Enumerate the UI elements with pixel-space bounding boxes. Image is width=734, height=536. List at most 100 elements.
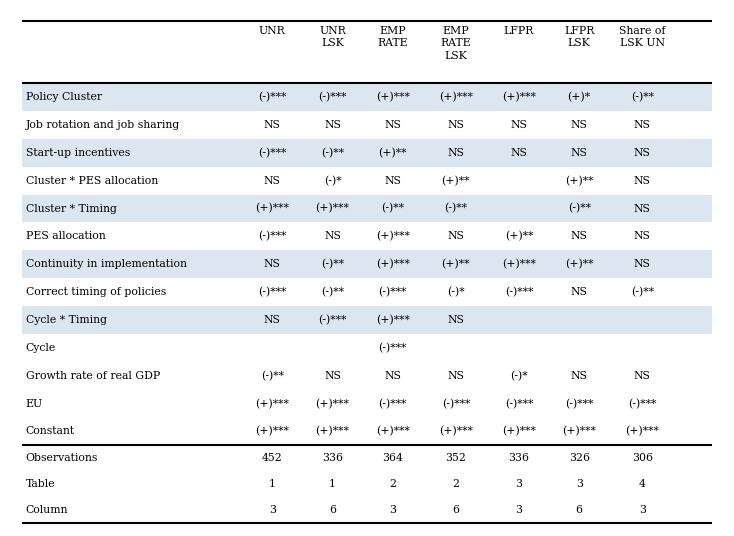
Text: Growth rate of real GDP: Growth rate of real GDP (26, 371, 160, 381)
Text: (-)**: (-)** (321, 147, 344, 158)
Text: 352: 352 (446, 453, 466, 463)
Text: LFPR
LSK: LFPR LSK (564, 26, 595, 48)
Text: 336: 336 (322, 453, 343, 463)
Text: (-)***: (-)*** (505, 398, 533, 409)
Text: 3: 3 (639, 505, 646, 515)
Text: NS: NS (264, 259, 280, 269)
Text: (+)***: (+)*** (502, 92, 536, 102)
Text: NS: NS (324, 232, 341, 241)
Bar (22, 250, 712, 278)
Text: Column: Column (26, 505, 68, 515)
Text: (-)**: (-)** (321, 287, 344, 297)
Text: (+)***: (+)*** (376, 426, 410, 437)
Text: (+)***: (+)*** (376, 315, 410, 325)
Text: (-)***: (-)*** (258, 147, 286, 158)
Text: (-)**: (-)** (567, 203, 591, 214)
Text: (+)***: (+)*** (316, 398, 349, 409)
Text: (-)***: (-)*** (379, 343, 407, 353)
Text: (+)***: (+)*** (316, 203, 349, 214)
Text: (-)***: (-)*** (565, 398, 593, 409)
Text: (-)*: (-)* (324, 175, 341, 186)
Text: NS: NS (448, 371, 464, 381)
Text: (+)***: (+)*** (255, 203, 289, 214)
Text: (-)***: (-)*** (258, 287, 286, 297)
Text: Cluster * PES allocation: Cluster * PES allocation (26, 176, 158, 185)
Text: (-)***: (-)*** (319, 315, 346, 325)
Text: (-)*: (-)* (447, 287, 465, 297)
Text: (-)**: (-)** (631, 92, 654, 102)
Bar (22, 306, 712, 334)
Text: 1: 1 (329, 479, 336, 489)
Text: Start-up incentives: Start-up incentives (26, 148, 130, 158)
Text: NS: NS (571, 232, 587, 241)
Text: EMP
RATE: EMP RATE (377, 26, 408, 48)
Text: (+)**: (+)** (565, 175, 593, 186)
Text: (-)**: (-)** (631, 287, 654, 297)
Text: NS: NS (385, 120, 401, 130)
Text: PES allocation: PES allocation (26, 232, 106, 241)
Text: 452: 452 (262, 453, 283, 463)
Text: Correct timing of policies: Correct timing of policies (26, 287, 166, 297)
Text: NS: NS (324, 371, 341, 381)
Text: 336: 336 (509, 453, 529, 463)
Text: 3: 3 (269, 505, 276, 515)
Text: NS: NS (634, 232, 650, 241)
Text: 6: 6 (329, 505, 336, 515)
Text: (-)***: (-)*** (258, 231, 286, 242)
Text: 2: 2 (452, 479, 459, 489)
Text: (+)***: (+)*** (562, 426, 596, 437)
Text: NS: NS (634, 204, 650, 213)
Text: Job rotation and job sharing: Job rotation and job sharing (26, 120, 180, 130)
Text: 364: 364 (382, 453, 403, 463)
Text: Cycle * Timing: Cycle * Timing (26, 315, 106, 325)
Text: NS: NS (634, 148, 650, 158)
Text: Policy Cluster: Policy Cluster (26, 92, 102, 102)
Text: (+)***: (+)*** (502, 259, 536, 270)
Text: (-)**: (-)** (444, 203, 468, 214)
Text: (-)**: (-)** (321, 259, 344, 270)
Text: (-)***: (-)*** (442, 398, 470, 409)
Text: NS: NS (571, 148, 587, 158)
Text: NS: NS (385, 176, 401, 185)
Text: (-)**: (-)** (261, 370, 284, 381)
Text: 3: 3 (515, 505, 523, 515)
Text: EMP
RATE
LSK: EMP RATE LSK (440, 26, 471, 61)
Text: NS: NS (448, 232, 464, 241)
Text: Continuity in implementation: Continuity in implementation (26, 259, 186, 269)
Text: 3: 3 (575, 479, 583, 489)
Bar (22, 139, 712, 167)
Text: Share of
LSK UN: Share of LSK UN (619, 26, 666, 48)
Text: NS: NS (634, 371, 650, 381)
Text: NS: NS (448, 148, 464, 158)
Text: NS: NS (634, 259, 650, 269)
Text: (-)***: (-)*** (628, 398, 656, 409)
Text: NS: NS (571, 287, 587, 297)
Text: 4: 4 (639, 479, 646, 489)
Text: NS: NS (571, 371, 587, 381)
Text: Cycle: Cycle (26, 343, 56, 353)
Text: (-)***: (-)*** (379, 398, 407, 409)
Text: (+)**: (+)** (442, 259, 470, 270)
Text: (-)***: (-)*** (258, 92, 286, 102)
Text: Constant: Constant (26, 427, 75, 436)
Text: 3: 3 (515, 479, 523, 489)
Text: (+)***: (+)*** (316, 426, 349, 437)
Text: NS: NS (571, 120, 587, 130)
Text: 6: 6 (452, 505, 459, 515)
Text: UNR
LSK: UNR LSK (319, 26, 346, 48)
Text: (+)***: (+)*** (502, 426, 536, 437)
Text: (+)***: (+)*** (376, 92, 410, 102)
Text: 6: 6 (575, 505, 583, 515)
Text: UNR: UNR (259, 26, 286, 36)
Text: (+)***: (+)*** (439, 426, 473, 437)
Text: LFPR: LFPR (504, 26, 534, 36)
Bar (22, 195, 712, 222)
Text: Observations: Observations (26, 453, 98, 463)
Text: Table: Table (26, 479, 55, 489)
Text: (+)***: (+)*** (439, 92, 473, 102)
Text: (-)**: (-)** (381, 203, 404, 214)
Text: (+)**: (+)** (505, 231, 533, 242)
Text: 2: 2 (389, 479, 396, 489)
Text: NS: NS (264, 176, 280, 185)
Text: NS: NS (385, 371, 401, 381)
